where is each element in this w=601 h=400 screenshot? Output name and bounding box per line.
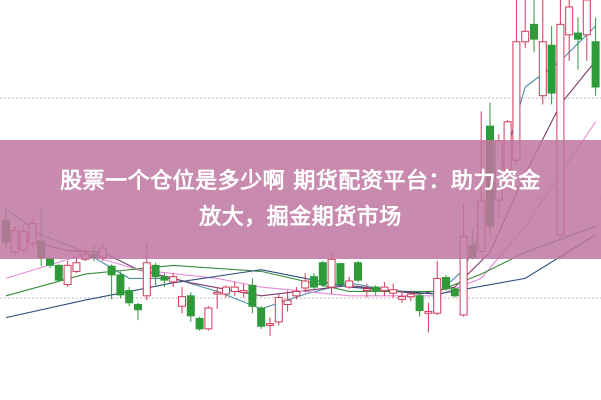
candle-up [389, 289, 398, 294]
candle-down [530, 23, 538, 40]
candle-down [248, 284, 257, 307]
candle-down [186, 295, 195, 317]
candle-up [230, 286, 239, 292]
candle-down [574, 32, 582, 40]
candle-up [274, 297, 283, 323]
candle-up [424, 310, 433, 314]
candle-up [239, 290, 248, 293]
candle-up [433, 277, 442, 314]
candle-up [380, 286, 389, 292]
candle-up [204, 307, 213, 330]
candle-down [318, 262, 327, 285]
candle-down [151, 264, 160, 278]
candle-up [327, 258, 336, 288]
candle-down [310, 276, 318, 288]
headline-line-1: 股票一个仓位是多少啊 期货配资平台：助力资金 [60, 168, 541, 194]
candle-down [54, 264, 63, 281]
candle-up [178, 296, 186, 307]
candle-up [538, 41, 547, 97]
candle-down [46, 257, 54, 266]
candle-down [354, 262, 362, 281]
candle-down [125, 290, 134, 304]
candle-down [547, 44, 556, 94]
candle-up [283, 299, 292, 305]
candle-down [336, 263, 345, 285]
candle-down [371, 286, 380, 292]
headline-banner: 股票一个仓位是多少啊 期货配资平台：助力资金 放大，掘金期货市场 [0, 140, 601, 259]
candle-up [345, 280, 354, 288]
candle-down [257, 307, 266, 327]
candle-down [160, 276, 169, 281]
candle-down [195, 317, 204, 330]
candle-down [442, 277, 450, 290]
candle-up [582, 0, 591, 36]
candle-up [362, 288, 371, 292]
candle-up [222, 286, 230, 295]
candle-down [134, 304, 142, 311]
candle-down [116, 274, 125, 296]
candle-up [521, 30, 530, 43]
candle-up [63, 264, 72, 285]
candle-up [406, 293, 415, 298]
candle-down [107, 265, 116, 276]
candle-up [266, 323, 274, 326]
candle-down [415, 295, 424, 312]
candle-up [565, 6, 574, 36]
candle-up [398, 296, 406, 300]
candle-up [301, 280, 310, 289]
candle-up [169, 276, 178, 283]
candle-down [450, 288, 459, 297]
candle-up [72, 262, 81, 272]
candle-up [142, 262, 151, 297]
candle-up [213, 291, 222, 295]
candle-up [292, 290, 301, 297]
candle-down [591, 41, 600, 88]
headline-line-2: 放大，掘金期货市场 [199, 204, 402, 230]
